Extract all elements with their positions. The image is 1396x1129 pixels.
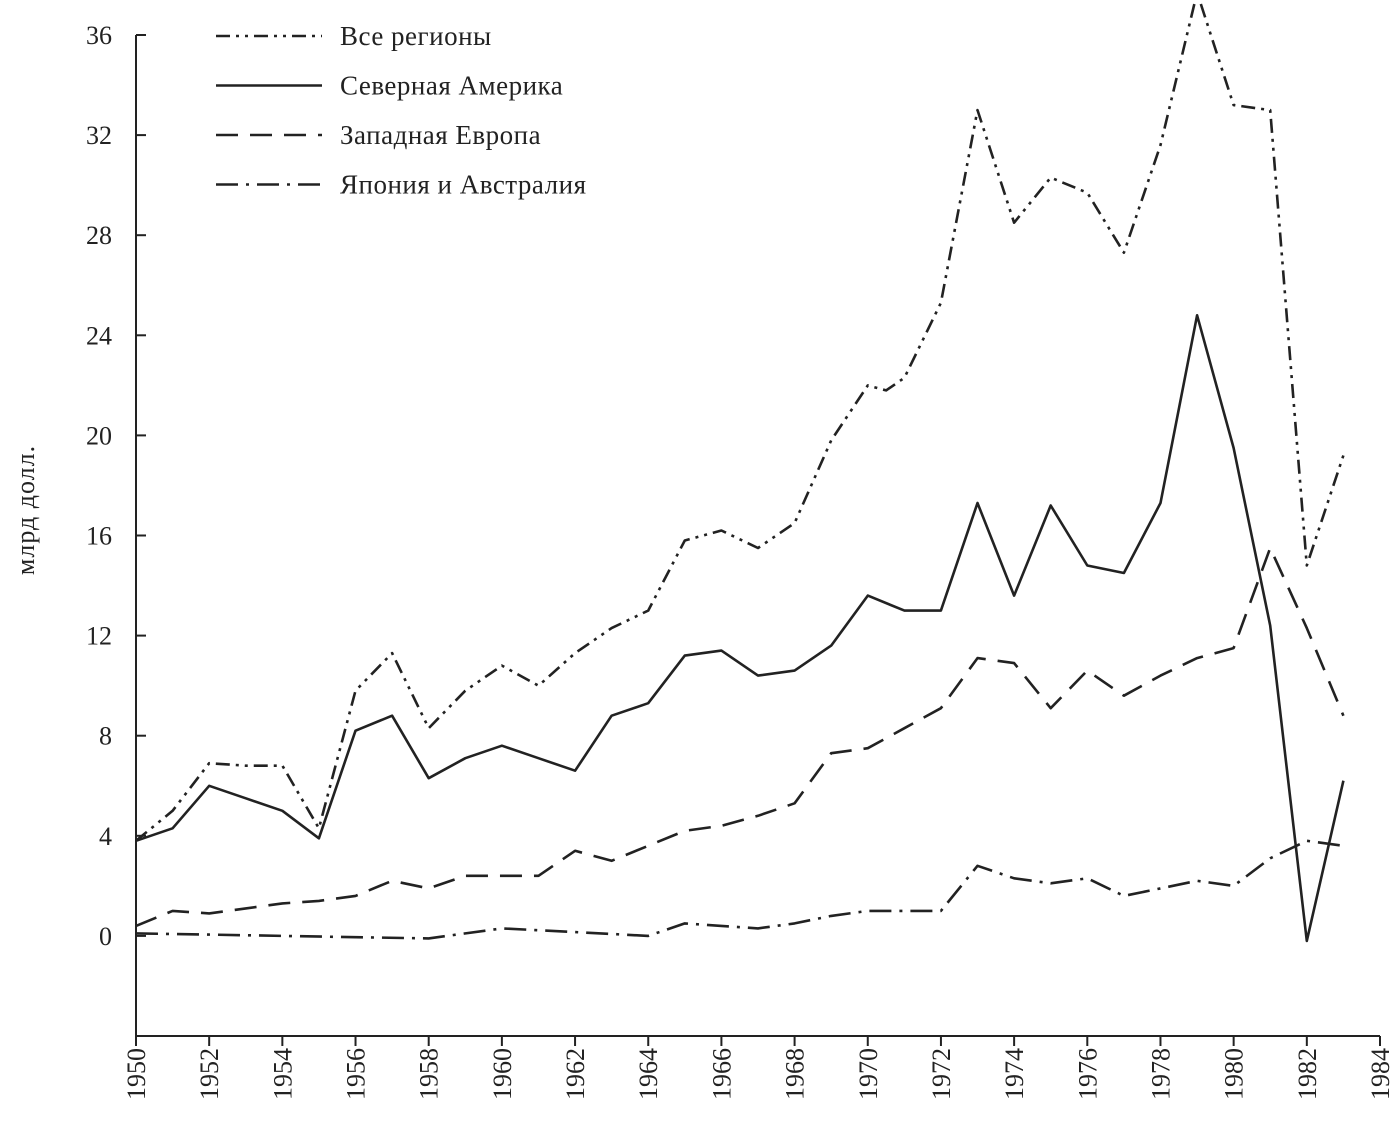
x-axis: 1950 1952 1954 1956 1958 1960 1962 1964 1966 1968… (122, 1035, 1395, 1100)
x-tick-label: 1962 (561, 1048, 590, 1100)
series-line-1 (135, 313, 1345, 943)
x-tick-label: 1980 (1220, 1048, 1249, 1100)
legend-label-1: Северная Америка (340, 71, 563, 101)
x-tick-label: 1976 (1073, 1048, 1102, 1100)
x-tick-label: 1970 (854, 1048, 883, 1100)
y-tick-label: 28 (86, 221, 112, 250)
y-tick-label: 20 (86, 421, 112, 450)
y-tick-label: 4 (99, 822, 112, 851)
x-tick-label: 1966 (707, 1048, 736, 1100)
legend-label-3: Япония и Австралия (340, 170, 587, 200)
y-tick-label: 32 (86, 121, 112, 150)
x-tick-label: 1984 (1366, 1048, 1395, 1100)
x-tick-label: 1978 (1146, 1048, 1175, 1100)
x-tick-label: 1982 (1293, 1048, 1322, 1100)
y-tick-label: 36 (86, 21, 112, 50)
y-tick-label: 16 (86, 522, 112, 551)
series-group (135, 0, 1345, 943)
x-tick-label: 1972 (927, 1048, 956, 1100)
legend-label-0: Все регионы (340, 21, 492, 51)
x-tick-label: 1964 (634, 1048, 663, 1100)
x-tick-label: 1952 (195, 1048, 224, 1100)
x-tick-label: 1974 (1000, 1048, 1029, 1100)
legend: Все регионы Северная Америка Западная Евро… (216, 21, 587, 200)
y-tick-label: 8 (99, 722, 112, 751)
y-tick-label: 12 (86, 622, 112, 651)
series-line-0 (135, 0, 1345, 842)
x-tick-label: 1954 (268, 1048, 297, 1100)
x-tick-label: 1950 (122, 1048, 151, 1100)
x-tick-label: 1968 (781, 1048, 810, 1100)
series-line-2 (135, 546, 1345, 928)
y-tick-label: 0 (99, 922, 112, 951)
legend-label-2: Западная Европа (340, 120, 541, 150)
x-tick-label: 1960 (488, 1048, 517, 1100)
y-tick-label: 24 (86, 321, 112, 350)
x-tick-label: 1958 (415, 1048, 444, 1100)
x-tick-label: 1956 (342, 1048, 371, 1100)
y-axis-title: млрд долл. (11, 445, 40, 575)
series-line-3 (135, 839, 1344, 940)
y-axis: 0 4 8 12 16 20 24 28 32 36 (86, 21, 146, 1036)
